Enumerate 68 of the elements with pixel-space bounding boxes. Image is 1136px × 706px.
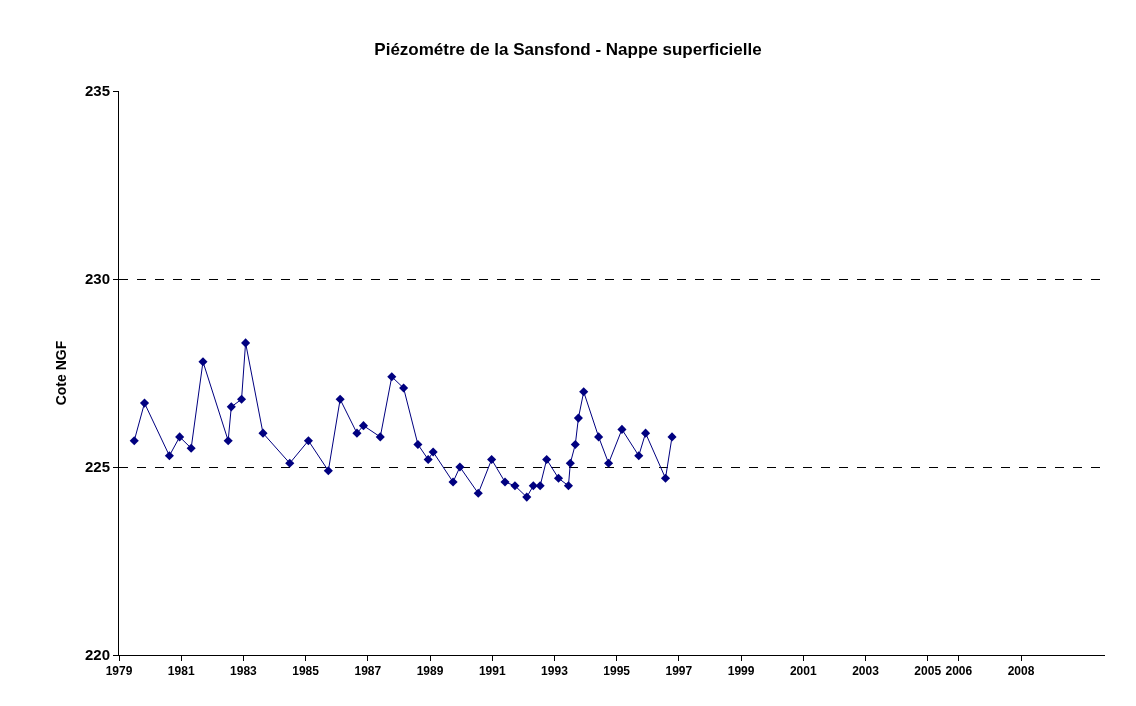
point — [634, 451, 644, 461]
point — [594, 432, 604, 442]
point — [375, 432, 385, 442]
x-tick-label: 1989 — [416, 664, 444, 679]
point — [535, 481, 545, 491]
point — [448, 477, 458, 487]
point — [500, 477, 510, 487]
point — [660, 473, 671, 483]
y-axis-title: Cote NGF — [52, 340, 69, 406]
point — [413, 439, 423, 449]
point — [399, 383, 409, 393]
point — [198, 357, 208, 367]
point — [335, 394, 345, 404]
point — [641, 428, 651, 438]
y-tick-label: 230 — [84, 270, 110, 288]
y-tick-label: 235 — [84, 82, 110, 100]
point — [473, 488, 483, 498]
x-tick-label: 1985 — [292, 664, 320, 679]
point — [241, 338, 251, 348]
x-tick-label: 2001 — [789, 664, 817, 679]
x-tick-label: 1979 — [105, 664, 133, 679]
x-tick-label: 2003 — [852, 664, 880, 679]
point — [573, 413, 583, 423]
point — [237, 394, 247, 404]
x-tick-label: 1983 — [230, 664, 258, 679]
y-tick-label: 225 — [84, 458, 110, 476]
point — [667, 432, 677, 442]
point — [553, 473, 564, 483]
x-tick-label: 2005 — [914, 664, 942, 679]
point — [186, 443, 196, 453]
point — [175, 432, 185, 442]
x-tick-label: 1997 — [665, 664, 693, 679]
point — [303, 436, 313, 446]
point — [226, 402, 236, 412]
point — [510, 481, 520, 491]
chart-title: Piézométre de la Sansfond - Nappe superficielle — [374, 40, 762, 60]
point — [579, 387, 589, 397]
point — [164, 451, 174, 461]
x-tick-label: 1991 — [478, 664, 506, 679]
point — [358, 421, 369, 431]
point — [565, 458, 575, 468]
point — [487, 454, 497, 465]
point — [223, 436, 233, 446]
point — [570, 439, 580, 449]
point — [528, 481, 538, 491]
x-tick-label: 1993 — [541, 664, 569, 679]
point — [423, 454, 433, 465]
x-tick-label: 1981 — [167, 664, 195, 679]
point — [139, 398, 150, 408]
point — [387, 372, 397, 382]
y-tick-label: 220 — [84, 646, 110, 664]
point — [522, 492, 532, 502]
x-tick-label: 2006 — [945, 664, 973, 679]
point — [542, 454, 552, 465]
point — [129, 436, 139, 446]
point — [428, 447, 438, 457]
point — [285, 458, 295, 468]
point — [352, 428, 362, 438]
point — [617, 424, 627, 434]
x-tick-label: 1987 — [354, 664, 382, 679]
point — [323, 466, 333, 476]
x-tick-label: 2008 — [1007, 664, 1035, 679]
point — [258, 428, 268, 438]
x-tick-label: 1995 — [603, 664, 631, 679]
point — [455, 462, 465, 472]
x-tick-label: 1999 — [727, 664, 755, 679]
point — [563, 481, 573, 491]
point — [604, 458, 614, 468]
